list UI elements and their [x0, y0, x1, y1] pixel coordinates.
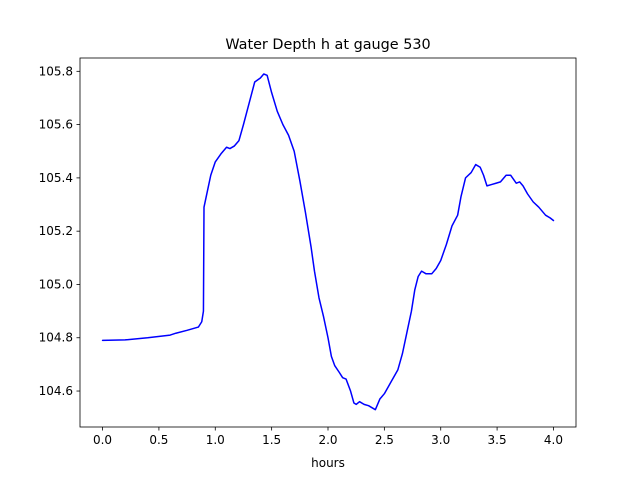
axes: 0.0 0.5 1.0 1.5 2.0 2.5 3.0 3.5 4.0 104.6 104.8 105… [39, 57, 577, 447]
y-tick-label: 105.8 [39, 64, 73, 78]
x-tick-label: 1.0 [206, 433, 225, 447]
y-tick-label: 105.6 [39, 118, 73, 132]
x-tick-label: 3.5 [488, 433, 507, 447]
x-tick-label: 4.0 [544, 433, 563, 447]
x-tick-label: 2.5 [375, 433, 394, 447]
x-tick-label: 0.0 [93, 433, 112, 447]
y-tick-label: 104.8 [39, 331, 73, 345]
plot-frame [79, 57, 577, 428]
plot-area [101, 73, 555, 411]
x-tick-label: 3.0 [431, 433, 450, 447]
x-tick-label: 1.5 [262, 433, 281, 447]
x-axis-label: hours [311, 456, 345, 470]
chart-title: Water Depth h at gauge 530 [225, 37, 430, 53]
x-tick-label: 0.5 [149, 433, 168, 447]
x-tick-label: 2.0 [318, 433, 337, 447]
y-tick-label: 105.4 [39, 171, 73, 185]
series-line-0 [101, 73, 555, 411]
y-tick-label: 105.0 [39, 277, 73, 291]
y-tick-label: 105.2 [39, 224, 73, 238]
y-tick-label: 104.6 [39, 384, 73, 398]
